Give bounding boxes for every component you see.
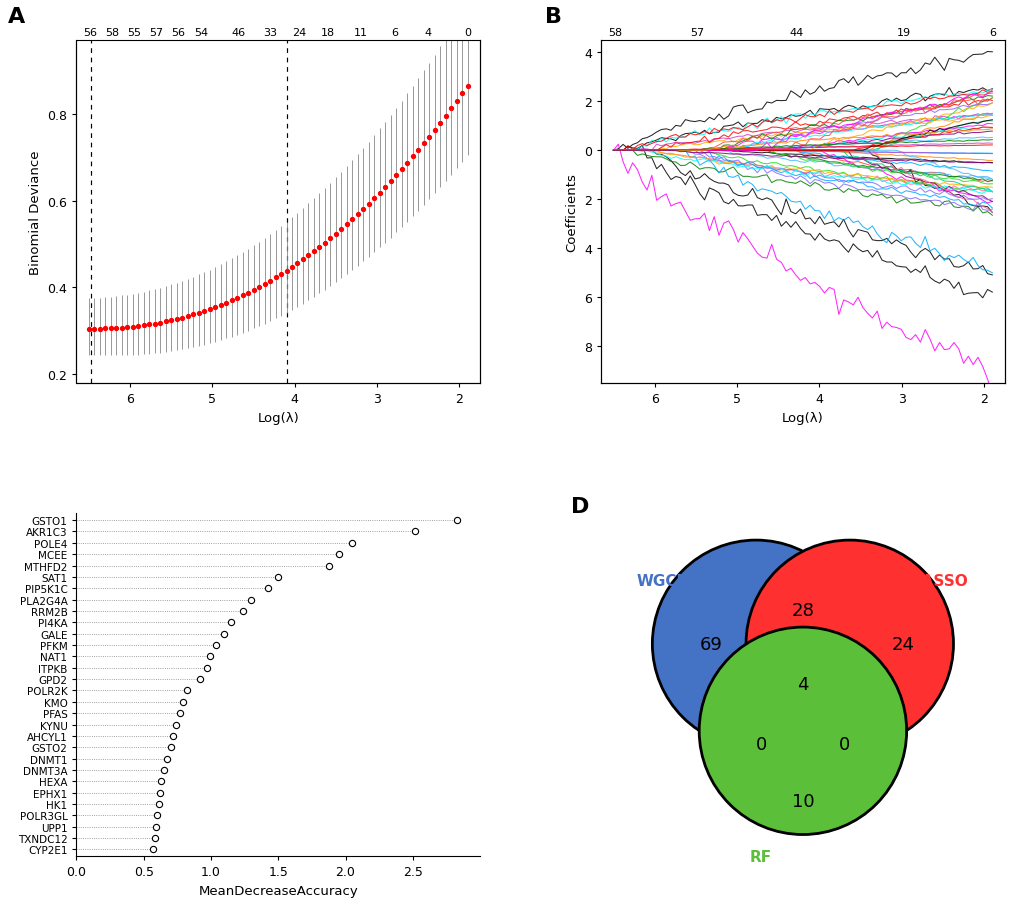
Text: LASSO: LASSO	[911, 573, 967, 589]
X-axis label: MeanDecreaseAccuracy: MeanDecreaseAccuracy	[199, 884, 358, 896]
Text: 0: 0	[839, 735, 850, 753]
Text: 28: 28	[791, 601, 813, 619]
Circle shape	[745, 540, 953, 748]
Text: B: B	[544, 6, 561, 26]
Text: 4: 4	[797, 675, 808, 693]
Circle shape	[698, 628, 906, 834]
Text: D: D	[571, 496, 589, 517]
Text: 10: 10	[791, 793, 813, 810]
X-axis label: Log(λ): Log(λ)	[782, 411, 823, 425]
Text: 24: 24	[891, 635, 914, 653]
Text: 0: 0	[755, 735, 766, 753]
Text: WGCNA: WGCNA	[636, 573, 701, 589]
Y-axis label: Binomial Deviance: Binomial Deviance	[29, 150, 42, 274]
Text: 69: 69	[699, 635, 721, 653]
Y-axis label: Coefficients: Coefficients	[565, 173, 578, 251]
Text: A: A	[8, 6, 25, 26]
Circle shape	[652, 540, 859, 748]
X-axis label: Log(λ): Log(λ)	[257, 411, 299, 425]
Text: RF: RF	[749, 849, 771, 864]
